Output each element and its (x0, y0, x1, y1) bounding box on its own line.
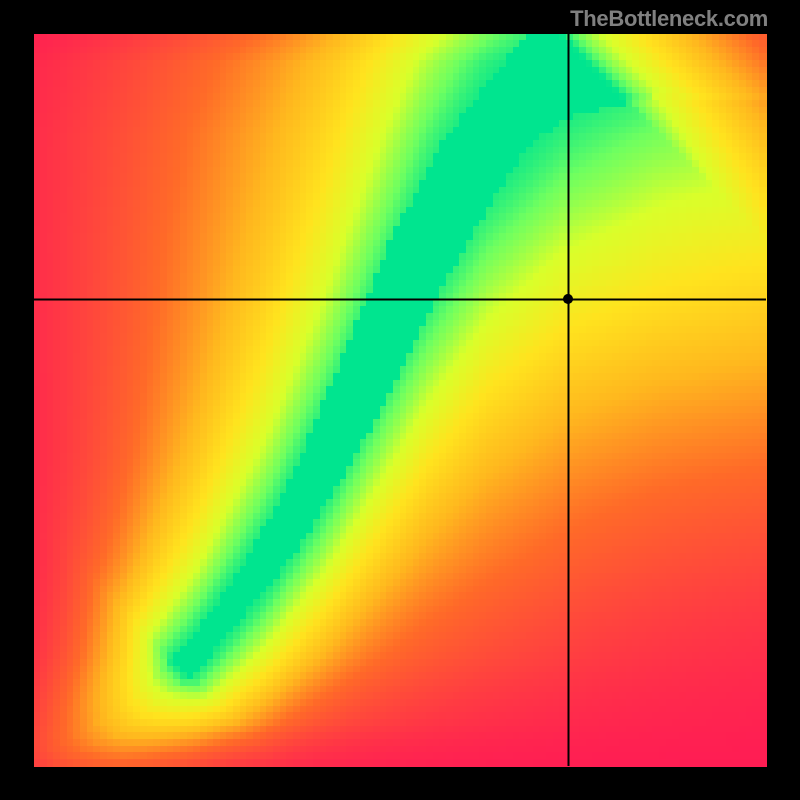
chart-container: TheBottleneck.com (0, 0, 800, 800)
watermark-text: TheBottleneck.com (570, 6, 768, 32)
bottleneck-heatmap (0, 0, 800, 800)
